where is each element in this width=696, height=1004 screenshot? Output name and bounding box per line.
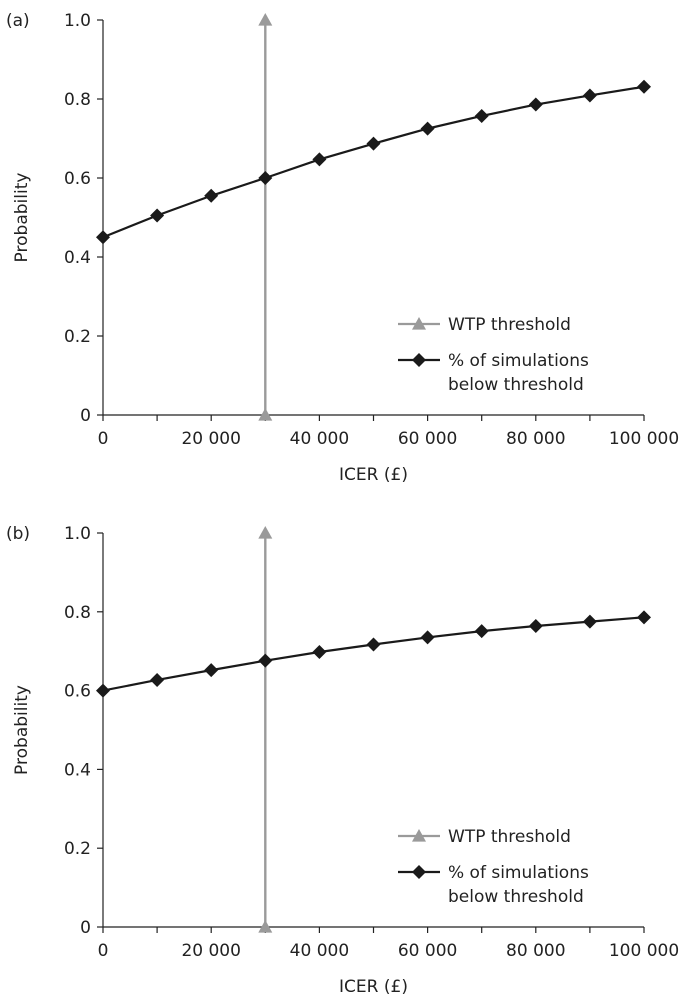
legend-label: WTP threshold xyxy=(448,827,571,847)
y-tick-label: 1.0 xyxy=(64,11,91,31)
x-tick-label: 80 000 xyxy=(506,941,565,961)
probability-data-point xyxy=(474,624,489,639)
y-tick-label: 0.2 xyxy=(64,327,91,347)
y-tick-label: 0.6 xyxy=(64,169,91,189)
legend-label: below threshold xyxy=(448,887,584,907)
x-tick-label: 0 xyxy=(98,941,109,961)
y-tick-label: 0.8 xyxy=(64,90,91,110)
y-axis-title: Probability xyxy=(12,173,32,263)
wtp-threshold-marker xyxy=(258,920,273,933)
wtp-threshold-marker xyxy=(258,526,273,539)
probability-data-point xyxy=(528,618,543,633)
probability-data-point xyxy=(582,88,597,103)
x-tick-label: 100 000 xyxy=(609,941,679,961)
legend-label: % of simulations xyxy=(448,863,589,883)
y-tick-label: 0.4 xyxy=(64,248,91,268)
y-tick-label: 0 xyxy=(80,406,91,426)
x-tick-label: 60 000 xyxy=(398,429,457,449)
probability-data-point xyxy=(474,108,489,123)
legend: WTP threshold % of simulations below thres… xyxy=(398,315,589,395)
probability-data-point xyxy=(582,614,597,629)
probability-data-point xyxy=(96,230,110,245)
wtp-threshold-marker xyxy=(258,408,273,421)
x-tick-label: 0 xyxy=(98,429,109,449)
wtp-threshold-marker xyxy=(258,13,273,26)
chart-panel-b: (b) 0 0.2 0.4 0.6 0.8 1.0 0 20 000 40 000 60 000 80… xyxy=(6,524,679,997)
legend-label: % of simulations xyxy=(448,351,589,371)
y-tick-label: 0 xyxy=(80,918,91,938)
legend-threshold-marker xyxy=(412,829,426,842)
probability-data-point xyxy=(637,610,651,625)
y-tick-label: 0.8 xyxy=(64,603,91,623)
probability-data-point xyxy=(150,208,165,223)
x-tick-label: 40 000 xyxy=(290,429,349,449)
y-tick-label: 0.2 xyxy=(64,839,91,859)
x-tick-label: 80 000 xyxy=(506,429,565,449)
legend: WTP threshold % of simulations below thres… xyxy=(398,827,589,907)
legend-series-marker xyxy=(412,353,426,367)
probability-data-point xyxy=(312,152,327,167)
x-tick-label: 100 000 xyxy=(609,429,679,449)
legend-label: below threshold xyxy=(448,375,584,395)
x-axis-title: ICER (£) xyxy=(339,465,408,485)
probability-data-point xyxy=(96,683,110,698)
probability-data-point xyxy=(420,121,435,136)
chart-panel-a: (a) 0 0.2 0.4 0.6 0.8 1.0 0 20 000 40 000 60 000 80… xyxy=(6,11,679,485)
probability-data-point xyxy=(204,188,219,203)
legend-threshold-marker xyxy=(412,317,426,330)
y-axis-title: Probability xyxy=(12,685,32,775)
probability-data-point xyxy=(366,136,381,151)
y-tick-label: 0.4 xyxy=(64,760,91,780)
x-tick-label: 60 000 xyxy=(398,941,457,961)
probability-data-point xyxy=(258,653,273,668)
probability-series-line xyxy=(102,85,645,239)
x-tick-label: 40 000 xyxy=(290,941,349,961)
legend-series-marker xyxy=(412,865,426,879)
probability-data-point xyxy=(204,663,219,678)
panel-label: (a) xyxy=(6,11,30,31)
probability-data-point xyxy=(150,672,165,687)
y-tick-label: 0.6 xyxy=(64,682,91,702)
probability-data-point xyxy=(258,171,273,185)
probability-data-point xyxy=(528,97,543,112)
probability-series-line xyxy=(102,616,645,692)
panel-label: (b) xyxy=(6,524,30,544)
x-axis-title: ICER (£) xyxy=(339,977,408,997)
legend-label: WTP threshold xyxy=(448,315,571,335)
x-tick-label: 20 000 xyxy=(181,941,240,961)
probability-data-point xyxy=(366,637,381,652)
probability-data-point xyxy=(312,644,327,659)
probability-data-point xyxy=(637,79,651,94)
probability-data-point xyxy=(420,630,435,645)
x-tick-label: 20 000 xyxy=(181,429,240,449)
y-tick-label: 1.0 xyxy=(64,524,91,544)
